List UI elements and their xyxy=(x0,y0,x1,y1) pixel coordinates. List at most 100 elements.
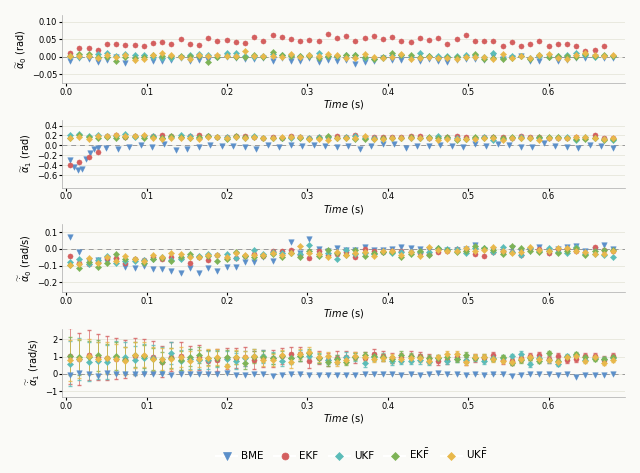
Point xyxy=(369,246,379,254)
Point xyxy=(534,246,545,254)
Point xyxy=(120,133,131,140)
Point xyxy=(387,248,397,256)
Point xyxy=(93,258,103,266)
Point xyxy=(203,370,213,378)
Point xyxy=(148,52,158,59)
Point xyxy=(415,248,425,256)
Point xyxy=(129,54,140,61)
Point xyxy=(424,357,434,365)
Point xyxy=(84,52,94,60)
Point xyxy=(571,242,581,250)
Point xyxy=(84,254,94,262)
Point xyxy=(525,354,535,361)
Point xyxy=(378,353,388,361)
Point xyxy=(259,252,269,260)
Point xyxy=(120,255,131,263)
Point xyxy=(139,131,149,139)
Point xyxy=(589,243,600,251)
Point xyxy=(387,134,397,142)
Point xyxy=(525,58,535,65)
Point xyxy=(84,353,94,360)
Point xyxy=(543,356,554,363)
Point xyxy=(139,132,149,140)
Point xyxy=(139,257,149,265)
Point xyxy=(120,41,131,49)
Point xyxy=(111,260,122,267)
Point xyxy=(323,352,333,360)
Point xyxy=(193,143,204,150)
Point xyxy=(562,51,572,59)
Point xyxy=(406,52,416,59)
Point xyxy=(516,248,526,256)
Point xyxy=(221,356,232,363)
Point xyxy=(148,132,158,140)
Point xyxy=(148,255,158,263)
Point xyxy=(387,134,397,141)
Point xyxy=(507,134,517,142)
Point xyxy=(589,134,600,142)
Point xyxy=(360,249,370,256)
Point xyxy=(304,254,314,262)
Point xyxy=(276,134,287,141)
Point xyxy=(157,254,168,261)
Point xyxy=(175,53,186,61)
Point xyxy=(93,372,103,379)
Point xyxy=(166,40,177,48)
Point xyxy=(350,249,360,257)
Point xyxy=(221,135,232,143)
Point xyxy=(268,135,278,142)
Point xyxy=(111,355,122,363)
Point xyxy=(543,43,554,50)
Point xyxy=(216,143,227,150)
Point xyxy=(194,269,204,277)
Point xyxy=(65,52,76,60)
Point xyxy=(507,372,517,380)
Point xyxy=(451,355,461,363)
Point xyxy=(596,142,607,150)
Point xyxy=(259,252,269,260)
Point xyxy=(360,354,370,361)
Point xyxy=(580,249,591,256)
Point xyxy=(598,355,609,363)
Point xyxy=(562,52,572,59)
Point xyxy=(562,250,572,257)
Point xyxy=(589,250,600,258)
Point xyxy=(481,142,492,150)
Point xyxy=(543,134,554,142)
Point xyxy=(497,135,508,142)
Point xyxy=(387,133,397,141)
Point xyxy=(268,356,278,363)
Point xyxy=(507,134,517,141)
Point xyxy=(259,134,269,141)
Point xyxy=(212,51,223,59)
Point xyxy=(74,249,84,256)
Point xyxy=(369,353,379,361)
Point xyxy=(295,37,305,44)
Point xyxy=(451,136,461,144)
Point xyxy=(240,252,250,259)
Point xyxy=(497,371,508,378)
Point xyxy=(415,247,425,255)
Point xyxy=(304,53,314,60)
Point xyxy=(295,250,305,258)
Point xyxy=(74,369,84,377)
Point xyxy=(433,358,444,365)
Point xyxy=(562,56,572,63)
Point xyxy=(488,370,499,377)
Point xyxy=(185,57,195,64)
Point xyxy=(93,131,103,139)
Point xyxy=(65,134,76,141)
Point xyxy=(249,356,259,364)
Point xyxy=(488,53,499,60)
Point xyxy=(230,357,241,365)
Point xyxy=(608,247,618,255)
Point xyxy=(129,255,140,263)
Point xyxy=(276,247,287,254)
Point xyxy=(185,253,195,260)
Point xyxy=(259,37,269,44)
Point xyxy=(185,264,195,272)
Point xyxy=(378,136,388,143)
Point xyxy=(120,253,131,260)
Point xyxy=(433,247,444,255)
Point xyxy=(332,52,342,59)
